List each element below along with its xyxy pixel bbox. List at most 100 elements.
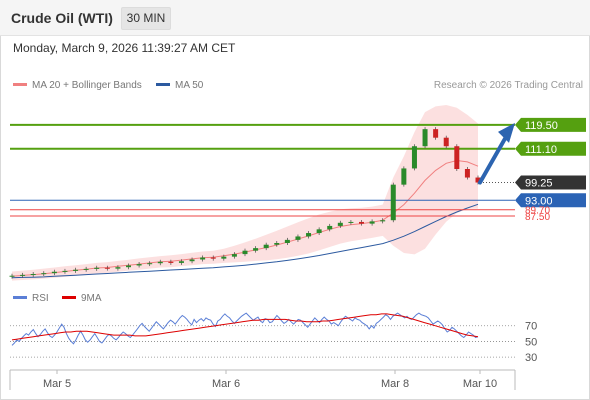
x-tick-label-1: Mar 6 xyxy=(212,378,240,390)
candle-body xyxy=(73,269,79,271)
datetime-label: Monday, March 9, 2026 11:39:27 AM CET xyxy=(13,41,236,55)
level-tag-93-00: 93.00 xyxy=(515,193,586,208)
candle-16 xyxy=(178,259,184,265)
candle-body xyxy=(94,267,100,269)
candle-17 xyxy=(189,257,195,264)
candle-33 xyxy=(359,219,364,226)
candle-27 xyxy=(295,234,301,242)
bollinger-swatch xyxy=(13,82,27,86)
candle-body xyxy=(454,146,460,169)
candle-body xyxy=(380,220,386,222)
x-tick-label-3: Mar 10 xyxy=(463,378,497,390)
candle-36 xyxy=(390,182,396,223)
candle-body xyxy=(104,267,110,269)
legend-ma50: MA 50 xyxy=(156,80,203,91)
level-tag-119-50: 119.50 xyxy=(515,117,586,132)
research-credit: Research © 2026 Trading Central xyxy=(433,80,583,91)
projection-arrow-shaft xyxy=(478,134,508,185)
candle-22 xyxy=(242,248,248,257)
candle-body xyxy=(359,221,364,224)
level-tag-text: 93.00 xyxy=(525,195,553,207)
candle-14 xyxy=(157,259,163,266)
level-tag-text: 119.50 xyxy=(525,120,558,132)
candle-26 xyxy=(284,237,290,245)
candle-body xyxy=(464,169,470,178)
candle-body xyxy=(337,222,343,226)
candle-body xyxy=(115,267,121,269)
ma50-line xyxy=(11,203,479,279)
candle-37 xyxy=(401,166,407,187)
candle-4 xyxy=(51,269,57,276)
candle-body xyxy=(30,274,36,276)
candle-23 xyxy=(253,246,259,253)
candle-18 xyxy=(200,255,206,262)
candle-2 xyxy=(30,272,36,277)
candle-20 xyxy=(221,254,227,261)
header-bar: Crude Oil (WTI) 30 MIN xyxy=(0,0,590,36)
candle-body xyxy=(274,243,280,245)
candle-42 xyxy=(454,144,460,171)
candle-body xyxy=(422,129,428,147)
candle-24 xyxy=(263,242,269,251)
candle-body xyxy=(306,233,312,237)
candle-body xyxy=(9,275,15,277)
candle-body xyxy=(157,261,163,264)
projection-arrow-head xyxy=(498,122,515,143)
candle-21 xyxy=(231,252,237,259)
legend-rsi: RSI xyxy=(13,293,49,304)
candle-body xyxy=(147,263,153,265)
candle-body xyxy=(263,244,269,249)
candle-6 xyxy=(73,267,79,273)
timeframe-button[interactable]: 30 MIN xyxy=(121,7,171,30)
level-label-87-50: 87.50 xyxy=(525,212,550,223)
candle-body xyxy=(51,271,57,274)
rsi-label: RSI xyxy=(32,293,49,304)
candle-body xyxy=(221,256,227,259)
candle-body xyxy=(200,257,206,260)
ma9-swatch xyxy=(62,295,76,299)
x-tick-label-0: Mar 5 xyxy=(43,378,71,390)
candle-35 xyxy=(380,218,386,224)
candle-12 xyxy=(136,262,142,268)
candle-9 xyxy=(104,265,110,271)
candle-body xyxy=(327,225,333,230)
candle-31 xyxy=(337,220,343,228)
bollinger-label: MA 20 + Bollinger Bands xyxy=(32,80,142,91)
candle-34 xyxy=(369,219,375,226)
candle-30 xyxy=(327,223,333,232)
rsi-tick-label-70: 70 xyxy=(525,321,537,333)
candle-body xyxy=(348,221,354,223)
candle-3 xyxy=(41,271,47,277)
legend-bollinger: MA 20 + Bollinger Bands xyxy=(13,80,142,91)
candle-5 xyxy=(62,268,68,274)
candle-body xyxy=(369,221,375,224)
candle-38 xyxy=(411,144,417,171)
candle-11 xyxy=(126,263,131,270)
level-tag-bg xyxy=(515,175,586,190)
level-tag-bg xyxy=(515,117,586,132)
candle-body xyxy=(443,137,449,147)
candle-15 xyxy=(168,259,174,265)
candle-41 xyxy=(443,135,449,149)
candle-0 xyxy=(9,273,15,279)
candle-body xyxy=(231,254,237,257)
candle-29 xyxy=(316,227,322,236)
candle-body xyxy=(295,236,301,240)
ma9-label: 9MA xyxy=(81,293,102,304)
candle-body xyxy=(433,129,439,138)
level-label-89-70: 89.70 xyxy=(525,206,550,217)
candle-43 xyxy=(464,167,470,180)
legend-9ma: 9MA xyxy=(62,293,102,304)
candle-body xyxy=(62,270,68,272)
candle-1 xyxy=(20,272,26,278)
bollinger-band xyxy=(12,105,478,281)
candle-body xyxy=(411,146,417,169)
candle-body xyxy=(284,239,290,243)
candle-10 xyxy=(115,265,121,271)
ma50-label: MA 50 xyxy=(175,80,204,91)
level-tag-bg xyxy=(515,141,586,156)
candle-8 xyxy=(94,265,100,271)
candle-body xyxy=(253,248,259,251)
candle-body xyxy=(126,265,131,268)
rsi-ma-line xyxy=(11,313,479,341)
